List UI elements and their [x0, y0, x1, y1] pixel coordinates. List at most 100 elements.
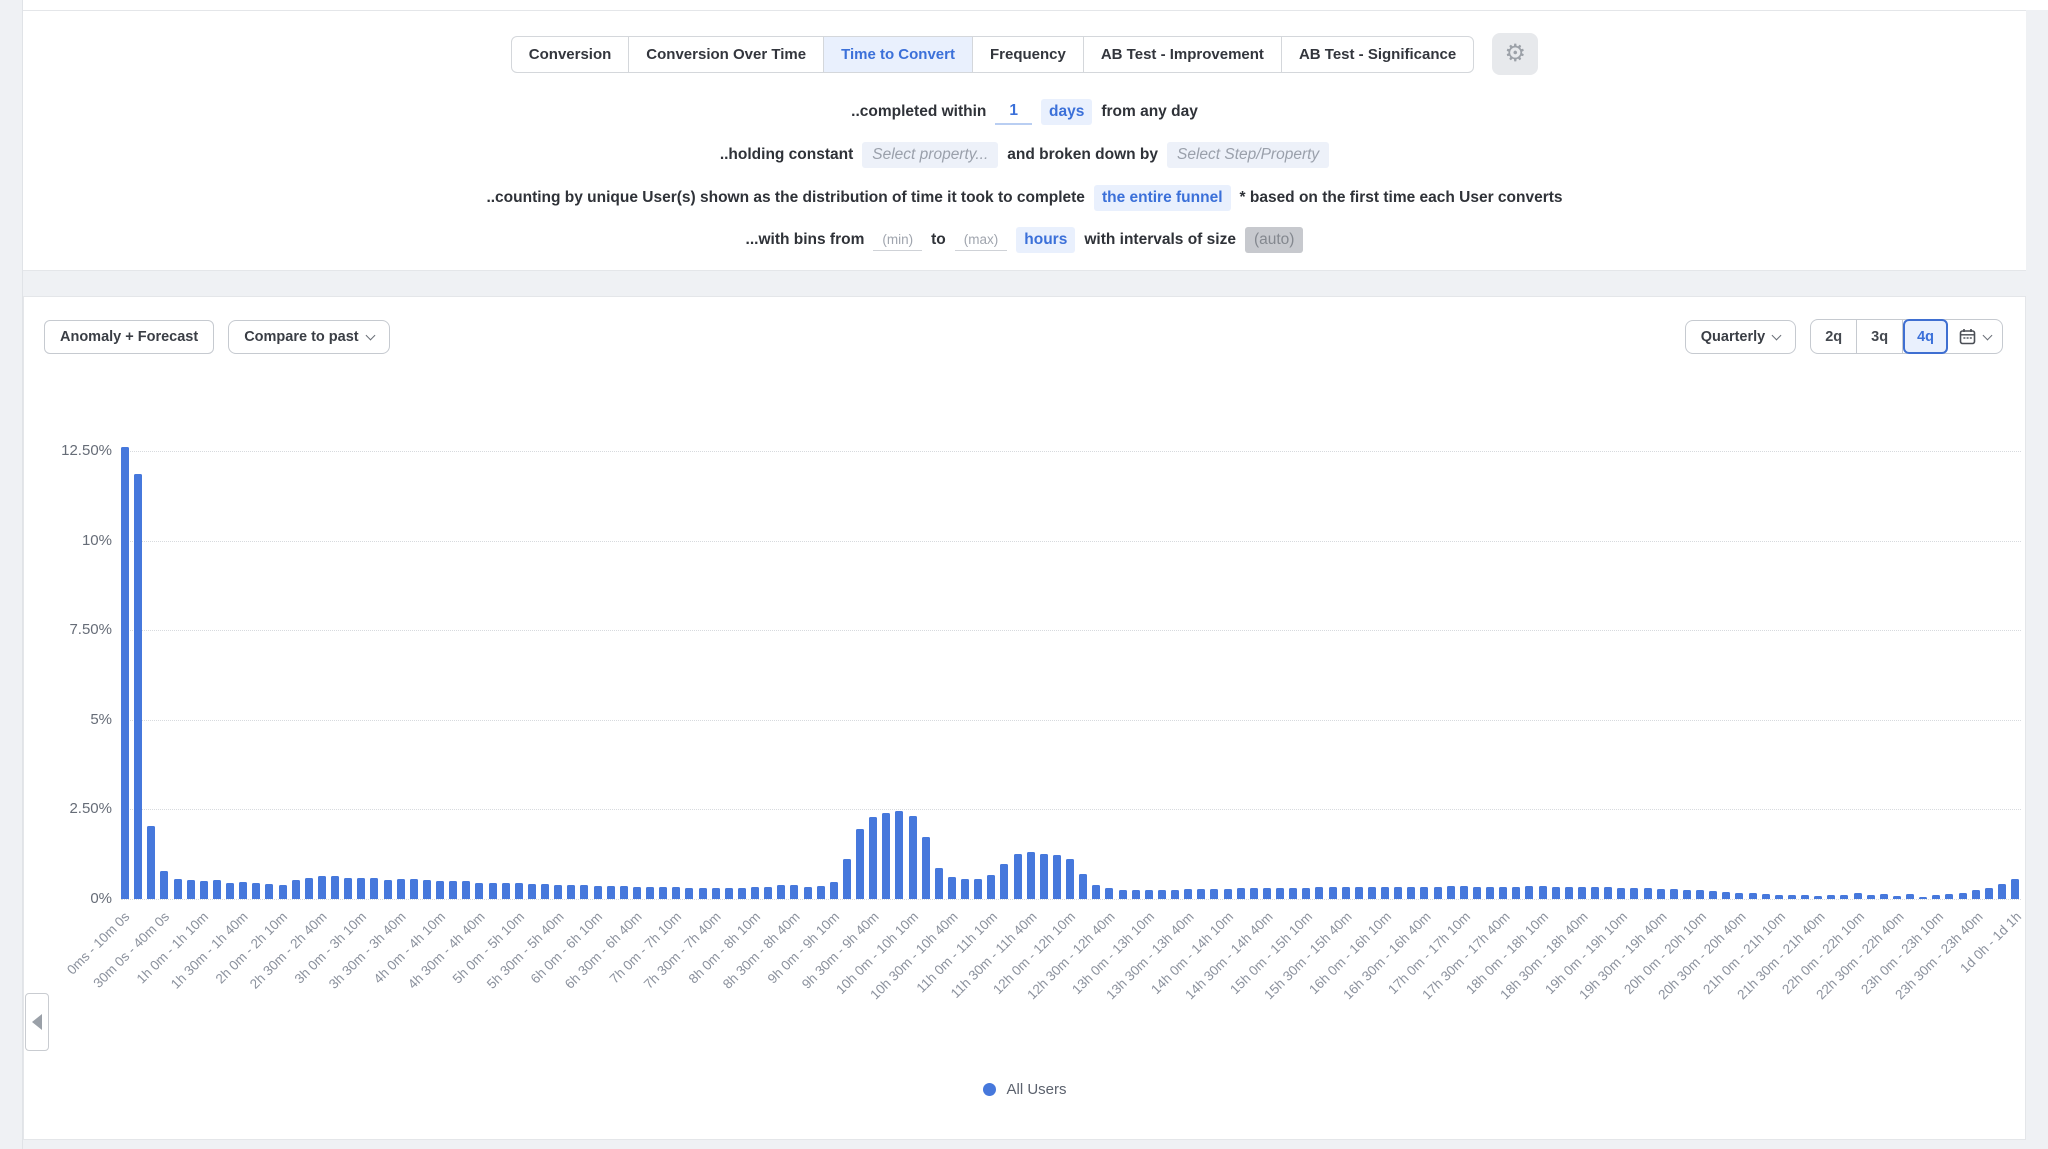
bar-bin-0[interactable]	[121, 447, 129, 899]
bar-bin-15[interactable]	[318, 876, 326, 899]
bar-bin-101[interactable]	[1447, 886, 1455, 899]
bar-bin-98[interactable]	[1407, 887, 1415, 900]
bar-bin-61[interactable]	[922, 837, 930, 899]
bar-bin-28[interactable]	[489, 883, 497, 899]
bar-bin-94[interactable]	[1355, 887, 1363, 899]
bar-bin-121[interactable]	[1709, 891, 1717, 899]
bar-bin-9[interactable]	[239, 882, 247, 899]
bar-bin-59[interactable]	[895, 811, 903, 899]
bar-bin-3[interactable]	[160, 871, 168, 899]
bar-bin-135[interactable]	[1893, 896, 1901, 899]
bar-bin-38[interactable]	[620, 886, 628, 899]
bin-min-input[interactable]: (min)	[873, 230, 922, 251]
tab-ab-test-significance[interactable]: AB Test - Significance	[1282, 37, 1473, 72]
bar-bin-137[interactable]	[1919, 897, 1927, 899]
tab-time-to-convert[interactable]: Time to Convert	[824, 37, 973, 72]
bar-bin-20[interactable]	[384, 880, 392, 899]
bar-bin-52[interactable]	[804, 887, 812, 899]
bar-bin-42[interactable]	[672, 887, 680, 899]
bar-bin-80[interactable]	[1171, 890, 1179, 899]
bar-bin-128[interactable]	[1801, 895, 1809, 899]
bar-bin-26[interactable]	[462, 881, 470, 899]
bar-bin-34[interactable]	[567, 885, 575, 899]
bar-bin-82[interactable]	[1197, 889, 1205, 899]
bar-bin-142[interactable]	[1985, 888, 1993, 899]
bar-bin-49[interactable]	[764, 887, 772, 900]
bar-bin-45[interactable]	[712, 888, 720, 899]
interval-dropdown[interactable]: Quarterly	[1685, 320, 1796, 354]
bin-size-auto-input[interactable]: (auto)	[1245, 227, 1304, 253]
bar-bin-23[interactable]	[423, 880, 431, 899]
bar-bin-118[interactable]	[1670, 889, 1678, 899]
bar-bin-19[interactable]	[370, 878, 378, 899]
bar-bin-103[interactable]	[1473, 887, 1481, 900]
bar-bin-16[interactable]	[331, 876, 339, 899]
bar-bin-97[interactable]	[1394, 887, 1402, 900]
within-value-input[interactable]: 1	[995, 100, 1032, 125]
custom-date-range-button[interactable]	[1948, 320, 2002, 353]
bar-bin-126[interactable]	[1775, 895, 1783, 899]
bar-bin-65[interactable]	[974, 879, 982, 899]
bar-bin-122[interactable]	[1722, 892, 1730, 899]
bar-bin-13[interactable]	[292, 880, 300, 899]
bar-bin-14[interactable]	[305, 878, 313, 900]
bar-bin-116[interactable]	[1644, 888, 1652, 899]
bar-bin-111[interactable]	[1578, 887, 1586, 899]
bar-bin-21[interactable]	[397, 879, 405, 899]
bar-bin-5[interactable]	[187, 880, 195, 899]
bar-bin-32[interactable]	[541, 884, 549, 899]
bar-bin-43[interactable]	[685, 888, 693, 900]
bar-bin-30[interactable]	[515, 883, 523, 899]
bar-bin-141[interactable]	[1972, 890, 1980, 899]
bar-bin-33[interactable]	[554, 885, 562, 899]
bar-bin-105[interactable]	[1499, 887, 1507, 900]
settings-button[interactable]: ⚙	[1492, 33, 1538, 75]
bar-bin-102[interactable]	[1460, 886, 1468, 899]
select-step-property-dropdown[interactable]: Select Step/Property	[1167, 142, 1329, 168]
bar-bin-66[interactable]	[987, 875, 995, 899]
bar-bin-139[interactable]	[1945, 894, 1953, 899]
anomaly-forecast-button[interactable]: Anomaly + Forecast	[44, 320, 214, 354]
bar-bin-64[interactable]	[961, 879, 969, 899]
bar-bin-2[interactable]	[147, 826, 155, 900]
bar-bin-85[interactable]	[1237, 888, 1245, 899]
bar-bin-88[interactable]	[1276, 888, 1284, 899]
bar-bin-1[interactable]	[134, 474, 142, 899]
bar-bin-50[interactable]	[777, 885, 785, 899]
bar-bin-73[interactable]	[1079, 874, 1087, 899]
bar-bin-93[interactable]	[1342, 887, 1350, 899]
chart-legend[interactable]: All Users	[982, 1081, 1066, 1098]
bar-bin-83[interactable]	[1210, 889, 1218, 899]
bar-bin-31[interactable]	[528, 884, 536, 899]
bar-bin-40[interactable]	[646, 887, 654, 899]
bar-bin-112[interactable]	[1591, 887, 1599, 899]
bar-bin-81[interactable]	[1184, 889, 1192, 899]
bar-bin-57[interactable]	[869, 817, 877, 899]
bar-bin-25[interactable]	[449, 881, 457, 899]
bar-bin-113[interactable]	[1604, 887, 1612, 899]
bar-bin-27[interactable]	[475, 883, 483, 900]
entire-funnel-dropdown[interactable]: the entire funnel	[1094, 185, 1231, 211]
bar-bin-133[interactable]	[1867, 895, 1875, 899]
bar-bin-72[interactable]	[1066, 859, 1074, 899]
bar-bin-108[interactable]	[1539, 886, 1547, 899]
bar-bin-90[interactable]	[1302, 888, 1310, 900]
bar-bin-39[interactable]	[633, 887, 641, 900]
bar-bin-41[interactable]	[659, 887, 667, 899]
bar-bin-70[interactable]	[1040, 854, 1048, 900]
bar-bin-124[interactable]	[1749, 893, 1757, 899]
bar-bin-91[interactable]	[1315, 887, 1323, 899]
within-unit-dropdown[interactable]: days	[1041, 99, 1092, 125]
bar-bin-125[interactable]	[1762, 894, 1770, 899]
bar-bin-136[interactable]	[1906, 894, 1914, 899]
tab-frequency[interactable]: Frequency	[973, 37, 1084, 72]
bar-bin-63[interactable]	[948, 877, 956, 899]
bar-bin-131[interactable]	[1840, 895, 1848, 899]
bar-bin-127[interactable]	[1788, 895, 1796, 899]
collapse-sidebar-button[interactable]	[25, 993, 49, 1051]
bar-bin-12[interactable]	[279, 885, 287, 899]
bar-bin-84[interactable]	[1224, 889, 1232, 899]
bar-bin-106[interactable]	[1512, 887, 1520, 899]
bar-bin-140[interactable]	[1959, 893, 1967, 900]
bar-bin-132[interactable]	[1854, 893, 1862, 899]
